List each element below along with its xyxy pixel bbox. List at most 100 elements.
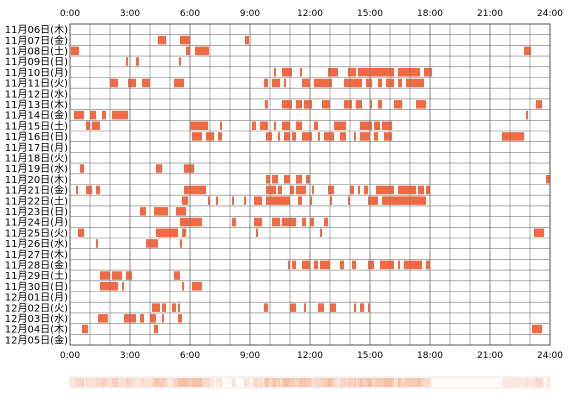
activity-bar: [358, 185, 360, 195]
summary-density-cell: [348, 378, 350, 387]
summary-density-cell: [286, 378, 288, 387]
summary-density-cell: [112, 378, 114, 387]
activity-bar: [126, 271, 132, 280]
activity-bar: [374, 132, 378, 141]
summary-density-cell: [152, 378, 154, 387]
activity-bar: [292, 260, 296, 270]
activity-bar: [71, 46, 79, 56]
summary-density-cell: [418, 378, 420, 387]
summary-density-cell: [244, 378, 246, 387]
summary-density-cell: [352, 378, 354, 387]
summary-density-cell: [266, 378, 268, 387]
summary-density-cell: [290, 378, 292, 387]
activity-bar: [296, 185, 306, 195]
summary-density-cell: [118, 378, 120, 387]
row-label: 11月22日(土): [5, 194, 68, 207]
activity-bar: [146, 239, 158, 248]
summary-density-cell: [124, 378, 126, 387]
row-label: 11月15日(土): [5, 119, 68, 132]
summary-density-cell: [524, 378, 526, 387]
activity-bar: [360, 132, 370, 141]
activity-bar: [140, 207, 146, 216]
summary-density-cell: [376, 378, 378, 387]
activity-bar: [418, 185, 424, 195]
summary-density-cell: [202, 378, 204, 387]
summary-density-cell: [188, 378, 190, 387]
activity-bar: [260, 121, 268, 130]
activity-bar: [378, 78, 382, 88]
activity-bar: [220, 121, 222, 130]
activity-bar: [378, 100, 382, 109]
activity-bar: [398, 78, 402, 88]
summary-density-cell: [282, 378, 284, 387]
summary-density-cell: [326, 378, 328, 387]
activity-bar: [178, 303, 180, 312]
summary-density-cell: [534, 378, 536, 387]
summary-density-cell: [164, 378, 166, 387]
activity-bar: [284, 78, 286, 88]
activity-bar: [384, 132, 392, 141]
activity-bar: [74, 110, 84, 120]
row-label: 11月09日(日): [5, 56, 68, 68]
summary-density-cell: [146, 378, 148, 387]
summary-density-cell: [366, 378, 368, 387]
activity-bar: [324, 217, 328, 227]
activity-bar: [376, 185, 394, 195]
summary-density-cell: [308, 378, 310, 387]
activity-bar: [328, 185, 334, 195]
activity-bar: [186, 46, 190, 56]
summary-density-cell: [274, 378, 276, 387]
summary-density-cell: [314, 378, 316, 387]
activity-bar: [368, 196, 378, 205]
summary-density-cell: [130, 378, 132, 387]
activity-bar: [366, 78, 372, 88]
summary-density-cell: [248, 378, 250, 387]
summary-density-cell: [284, 378, 286, 387]
activity-bar: [76, 185, 78, 195]
row-label: 12月01日(月): [5, 292, 68, 304]
summary-density-cell: [512, 378, 514, 387]
summary-density-cell: [332, 378, 334, 387]
summary-density-cell: [100, 378, 102, 387]
summary-density-cell: [302, 378, 304, 387]
x-tick-label-top: 6:00: [180, 9, 200, 19]
activity-bar: [174, 271, 180, 280]
x-tick-label-bottom: 9:00: [240, 351, 260, 361]
row-label: 11月19日(水): [5, 163, 68, 175]
activity-bar: [195, 46, 209, 56]
summary-density-cell: [406, 378, 408, 387]
summary-density-cell: [262, 378, 264, 387]
activity-bar: [284, 175, 290, 184]
activity-bar: [178, 314, 182, 323]
activity-bar: [182, 196, 188, 205]
x-tick-label-top: 3:00: [120, 9, 140, 19]
activity-bar: [282, 217, 296, 227]
activity-bar: [424, 68, 432, 77]
activity-bar: [340, 260, 344, 270]
summary-density-cell: [548, 378, 550, 387]
activity-bar: [334, 121, 346, 130]
activity-bar: [156, 164, 162, 173]
summary-density-cell: [276, 378, 278, 387]
activity-bar: [96, 239, 98, 248]
row-label: 12月04日(木): [5, 324, 68, 336]
activity-bar: [192, 282, 202, 291]
activity-bar: [352, 260, 356, 270]
summary-density-cell: [154, 378, 156, 387]
summary-density-cell: [256, 378, 258, 387]
summary-density-cell: [190, 378, 192, 387]
activity-bar: [354, 303, 356, 312]
summary-density-cell: [430, 378, 432, 387]
summary-density-cell: [120, 378, 122, 387]
summary-density-cell: [428, 378, 430, 387]
summary-density-cell: [328, 378, 330, 387]
activity-bar: [254, 196, 262, 205]
summary-density-cell: [416, 378, 418, 387]
summary-density-cell: [80, 378, 82, 387]
summary-density-cell: [172, 378, 174, 387]
summary-density-cell: [264, 378, 266, 387]
summary-density-cell: [140, 378, 142, 387]
row-label: 11月28日(金): [5, 259, 68, 272]
summary-density-cell: [186, 378, 188, 387]
